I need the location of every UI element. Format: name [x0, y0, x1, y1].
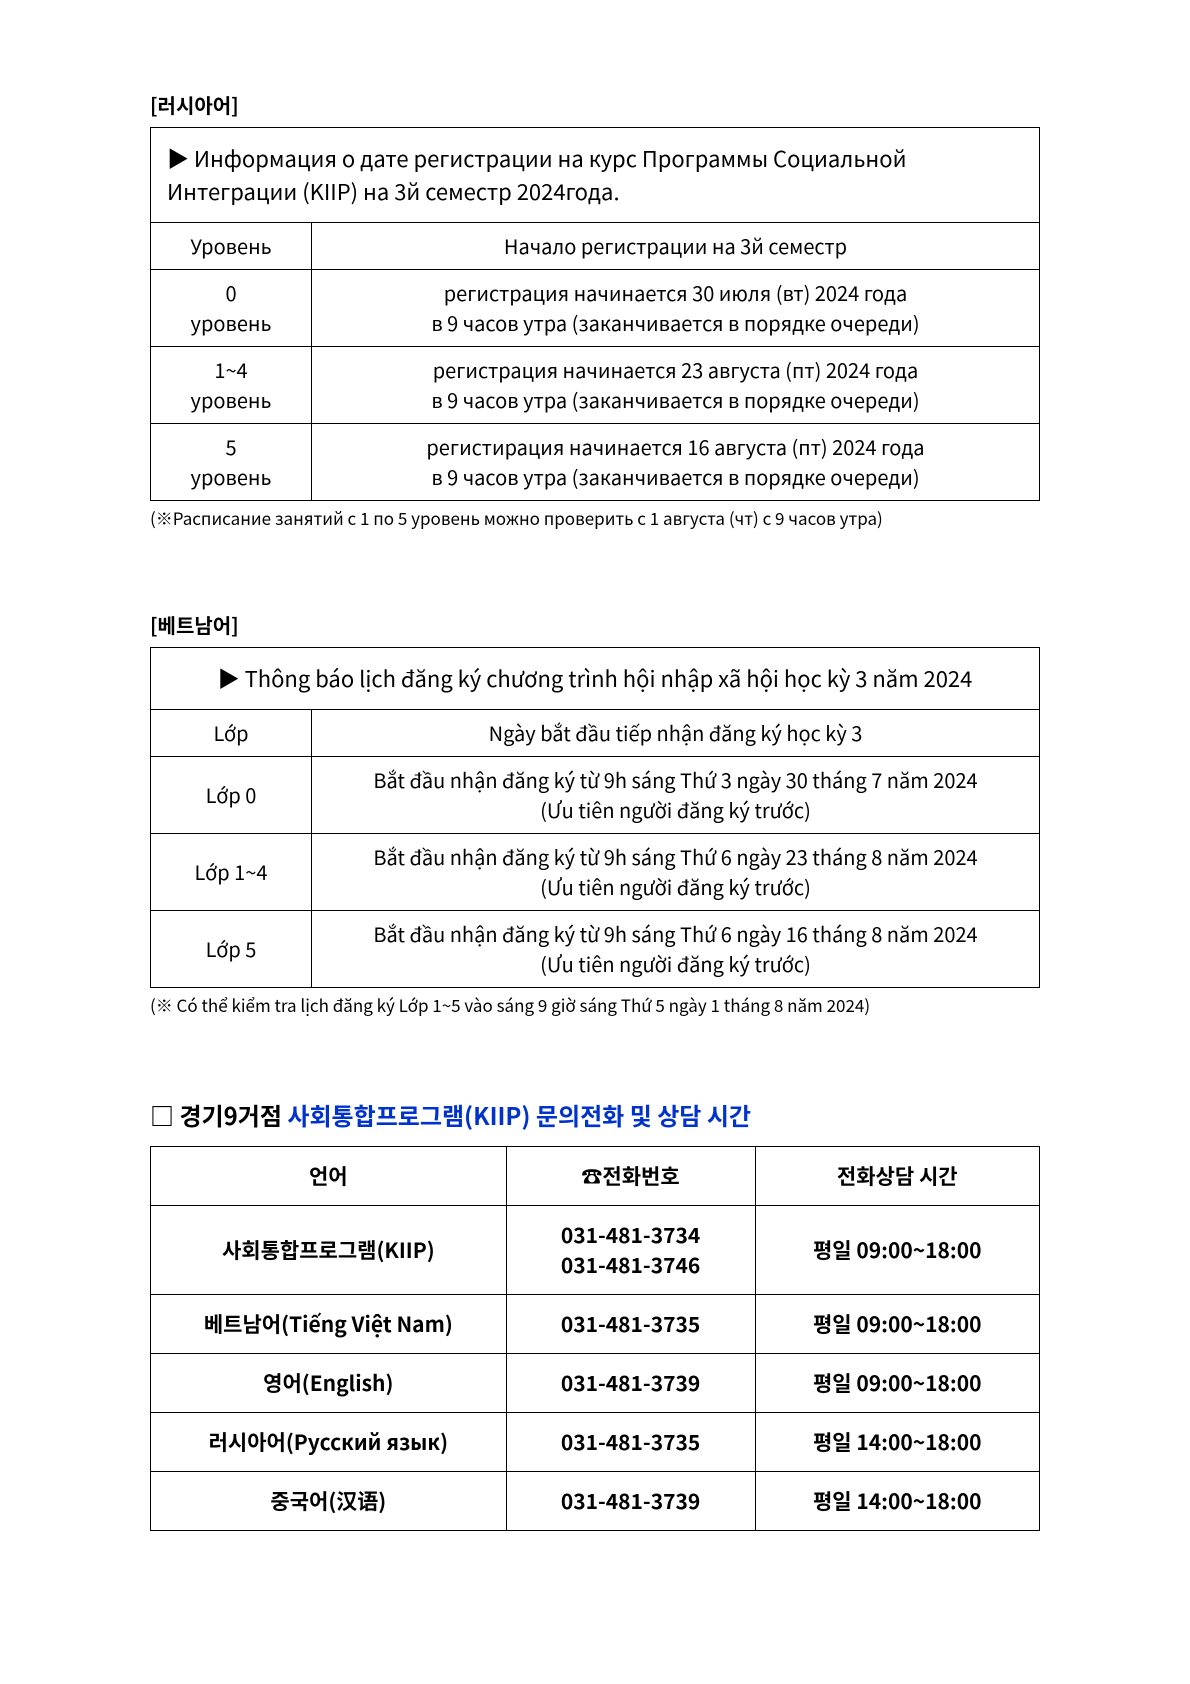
vietnamese-text-2: Bắt đầu nhận đăng ký từ 9h sáng Thứ 6 ng… [312, 911, 1040, 988]
vietnamese-text-2-line1: Bắt đầu nhận đăng ký từ 9h sáng Thứ 6 ng… [373, 919, 977, 948]
section-label-vietnamese: [베트남어] [150, 610, 1040, 639]
russian-text-1-line2: в 9 часов утра (заканчивается в порядке … [431, 385, 919, 414]
contact-phone-0-line2: 031-481-3746 [561, 1250, 700, 1280]
contact-hours-2: 평일 09:00~18:00 [755, 1354, 1040, 1413]
contact-heading: □ 경기9거점 사회통합프로그램(KIIP) 문의전화 및 상담 시간 [150, 1097, 1040, 1132]
russian-level-1: 1~4 уровень [151, 347, 312, 424]
contact-phone-4: 031-481-3739 [506, 1472, 755, 1531]
contact-hours-1: 평일 09:00~18:00 [755, 1295, 1040, 1354]
vietnamese-title-cell: ▶ Thông báo lịch đăng ký chương trình hộ… [151, 648, 1040, 710]
russian-table: ▶ Информация о дате регистрации на курс … [150, 127, 1040, 501]
contact-row-1: 베트남어(Tiếng Việt Nam) 031-481-3735 평일 09:… [151, 1295, 1040, 1354]
vietnamese-row-1: Lớp 1~4 Bắt đầu nhận đăng ký từ 9h sáng … [151, 834, 1040, 911]
russian-text-2-line2: в 9 часов утра (заканчивается в порядке … [431, 462, 919, 491]
contact-lang-0: 사회통합프로그램(KIIP) [151, 1206, 507, 1295]
russian-level-0: 0 уровень [151, 270, 312, 347]
vietnamese-text-1-line1: Bắt đầu nhận đăng ký từ 9h sáng Thứ 6 ng… [373, 842, 977, 871]
russian-title-row: ▶ Информация о дате регистрации на курс … [151, 128, 1040, 223]
vietnamese-text-1-line2: (Ưu tiên người đăng ký trước) [540, 872, 811, 901]
vietnamese-level-2: Lớp 5 [151, 911, 312, 988]
contact-hours-4: 평일 14:00~18:00 [755, 1472, 1040, 1531]
contact-lang-2: 영어(English) [151, 1354, 507, 1413]
russian-row-1: 1~4 уровень регистрация начинается 23 ав… [151, 347, 1040, 424]
russian-text-0-line2: в 9 часов утра (заканчивается в порядке … [431, 308, 919, 337]
russian-header-level: Уровень [151, 223, 312, 270]
contact-lang-3: 러시아어(Русский язык) [151, 1413, 507, 1472]
russian-text-2: регистирация начинается 16 августа (пт) … [312, 424, 1040, 501]
russian-level-1-line2: уровень [191, 385, 272, 414]
contact-header-hours: 전화상담 시간 [755, 1147, 1040, 1206]
vietnamese-level-0: Lớp 0 [151, 757, 312, 834]
russian-text-0-line1: регистрация начинается 30 июля (вт) 2024… [444, 278, 908, 307]
vietnamese-header-level: Lớp [151, 710, 312, 757]
russian-footnote: (※Расписание занятий с 1 по 5 уровень мо… [150, 505, 1040, 530]
contact-phone-3: 031-481-3735 [506, 1413, 755, 1472]
contact-header-lang: 언어 [151, 1147, 507, 1206]
contact-row-3: 러시아어(Русский язык) 031-481-3735 평일 14:00… [151, 1413, 1040, 1472]
contact-heading-blue: 사회통합프로그램(KIIP) 문의전화 및 상담 시간 [287, 1097, 751, 1132]
vietnamese-row-0: Lớp 0 Bắt đầu nhận đăng ký từ 9h sáng Th… [151, 757, 1040, 834]
russian-row-2: 5 уровень регистирация начинается 16 авг… [151, 424, 1040, 501]
contact-phone-0-line1: 031-481-3734 [561, 1220, 700, 1250]
document-page: [러시아어] ▶ Информация о дате регистрации н… [0, 0, 1190, 1651]
vietnamese-text-0: Bắt đầu nhận đăng ký từ 9h sáng Thứ 3 ng… [312, 757, 1040, 834]
contact-hours-3: 평일 14:00~18:00 [755, 1413, 1040, 1472]
contact-phone-2: 031-481-3739 [506, 1354, 755, 1413]
contact-header-row: 언어 ☎전화번호 전화상담 시간 [151, 1147, 1040, 1206]
contact-phone-0: 031-481-3734 031-481-3746 [506, 1206, 755, 1295]
russian-text-1: регистрация начинается 23 августа (пт) 2… [312, 347, 1040, 424]
vietnamese-text-0-line1: Bắt đầu nhận đăng ký từ 9h sáng Thứ 3 ng… [373, 765, 977, 794]
vietnamese-table: ▶ Thông báo lịch đăng ký chương trình hộ… [150, 647, 1040, 988]
russian-row-0: 0 уровень регистрация начинается 30 июля… [151, 270, 1040, 347]
russian-level-2-line2: уровень [191, 462, 272, 491]
russian-text-0: регистрация начинается 30 июля (вт) 2024… [312, 270, 1040, 347]
contact-header-phone: ☎전화번호 [506, 1147, 755, 1206]
russian-level-2: 5 уровень [151, 424, 312, 501]
contact-lang-1: 베트남어(Tiếng Việt Nam) [151, 1295, 507, 1354]
section-label-russian: [러시아어] [150, 90, 1040, 119]
contact-row-0: 사회통합프로그램(KIIP) 031-481-3734 031-481-3746… [151, 1206, 1040, 1295]
russian-level-1-line1: 1~4 [214, 355, 247, 384]
russian-header-start: Начало регистрации на 3й семестр [312, 223, 1040, 270]
contact-heading-prefix: □ 경기9거점 [150, 1097, 287, 1132]
contact-lang-4: 중국어(汉语) [151, 1472, 507, 1531]
vietnamese-header-row: Lớp Ngày bắt đầu tiếp nhận đăng ký học k… [151, 710, 1040, 757]
contact-row-4: 중국어(汉语) 031-481-3739 평일 14:00~18:00 [151, 1472, 1040, 1531]
contact-phone-1: 031-481-3735 [506, 1295, 755, 1354]
vietnamese-text-2-line2: (Ưu tiên người đăng ký trước) [540, 949, 811, 978]
russian-level-0-line2: уровень [191, 308, 272, 337]
vietnamese-row-2: Lớp 5 Bắt đầu nhận đăng ký từ 9h sáng Th… [151, 911, 1040, 988]
contact-table: 언어 ☎전화번호 전화상담 시간 사회통합프로그램(KIIP) 031-481-… [150, 1146, 1040, 1531]
russian-header-row: Уровень Начало регистрации на 3й семестр [151, 223, 1040, 270]
contact-hours-0: 평일 09:00~18:00 [755, 1206, 1040, 1295]
vietnamese-footnote: (※ Có thể kiểm tra lịch đăng ký Lớp 1~5 … [150, 992, 1040, 1017]
russian-text-2-line1: регистирация начинается 16 августа (пт) … [426, 432, 924, 461]
russian-text-1-line1: регистрация начинается 23 августа (пт) 2… [433, 355, 919, 384]
vietnamese-level-1: Lớp 1~4 [151, 834, 312, 911]
vietnamese-title-row: ▶ Thông báo lịch đăng ký chương trình hộ… [151, 648, 1040, 710]
vietnamese-header-start: Ngày bắt đầu tiếp nhận đăng ký học kỳ 3 [312, 710, 1040, 757]
vietnamese-text-1: Bắt đầu nhận đăng ký từ 9h sáng Thứ 6 ng… [312, 834, 1040, 911]
vietnamese-text-0-line2: (Ưu tiên người đăng ký trước) [540, 795, 811, 824]
contact-row-2: 영어(English) 031-481-3739 평일 09:00~18:00 [151, 1354, 1040, 1413]
russian-level-2-line1: 5 [225, 432, 236, 461]
russian-title-cell: ▶ Информация о дате регистрации на курс … [151, 128, 1040, 223]
russian-level-0-line1: 0 [225, 278, 236, 307]
